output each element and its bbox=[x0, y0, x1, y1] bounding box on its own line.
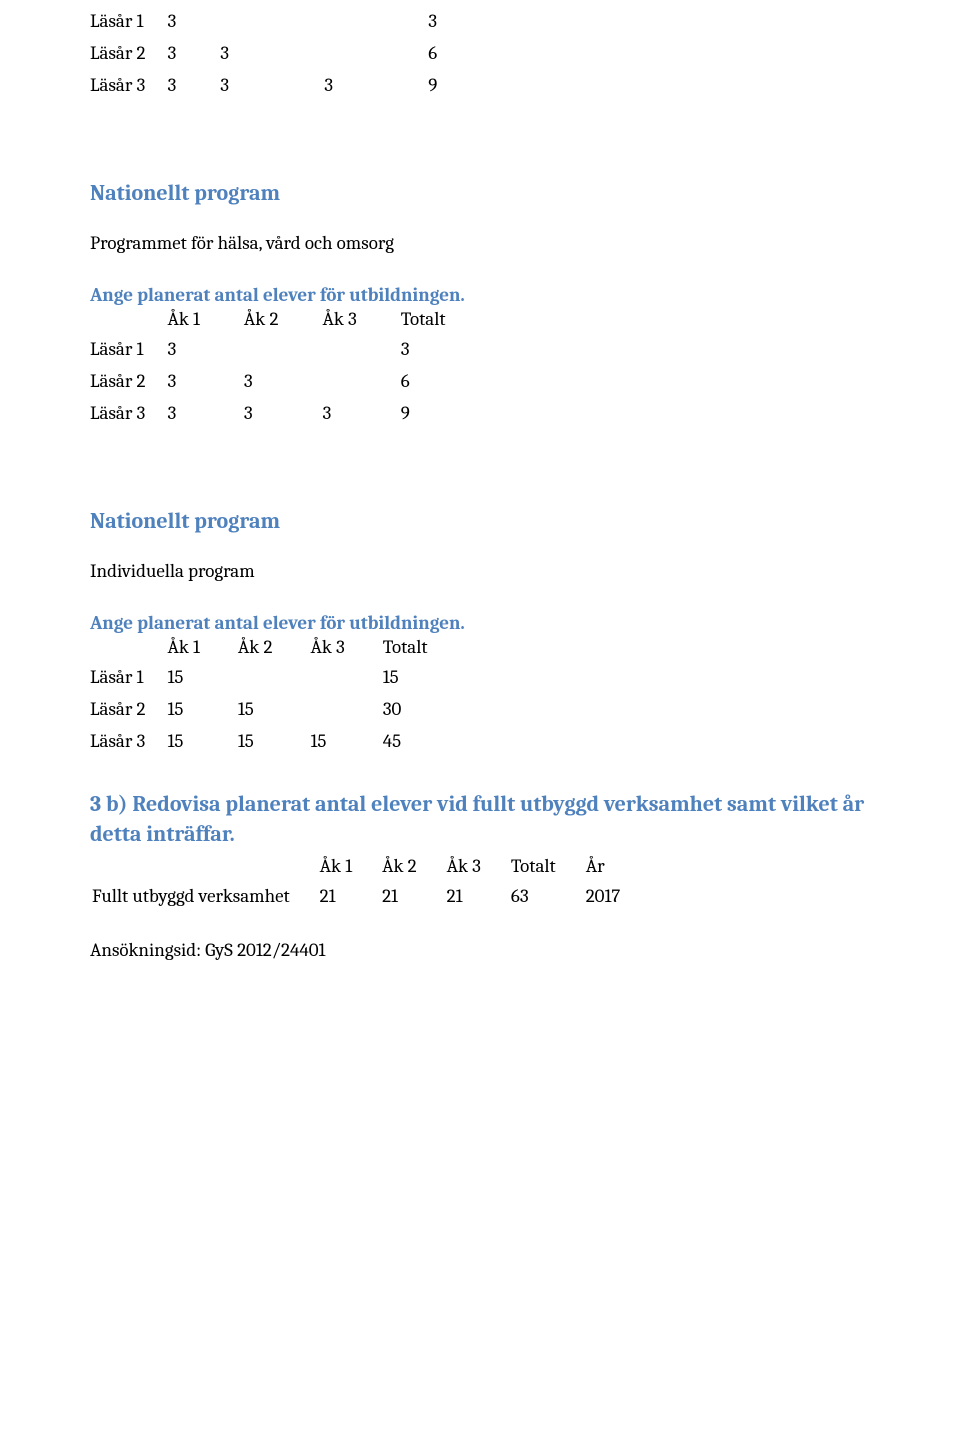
cell: 15 bbox=[238, 730, 311, 762]
row-label: Läsår 2 bbox=[90, 370, 168, 402]
header-cell: Åk 2 bbox=[382, 855, 445, 883]
header-cell bbox=[90, 636, 168, 666]
header-cell: Åk 1 bbox=[168, 636, 238, 666]
table-section-2: Åk 1 Åk 2 Åk 3 Totalt Läsår 1 15 15 Läså… bbox=[90, 636, 428, 762]
table-header-row: Åk 1 Åk 2 Åk 3 Totalt År bbox=[92, 855, 648, 883]
cell bbox=[322, 338, 400, 370]
cell: 3 bbox=[168, 10, 221, 42]
header-cell: Åk 1 bbox=[320, 855, 380, 883]
table-row: Fullt utbyggd verksamhet 21 21 21 63 201… bbox=[92, 885, 648, 913]
header-cell: År bbox=[586, 855, 649, 883]
row-label: Läsår 1 bbox=[90, 666, 168, 698]
cell: 3 bbox=[168, 370, 244, 402]
row-label: Läsår 3 bbox=[90, 730, 168, 762]
table-header-row: Åk 1 Åk 2 Åk 3 Totalt bbox=[90, 636, 428, 666]
header-cell: Totalt bbox=[383, 636, 428, 666]
cell: 21 bbox=[447, 885, 509, 913]
cell: 3 bbox=[244, 402, 323, 434]
cell: 9 bbox=[401, 402, 446, 434]
table-3b: Åk 1 Åk 2 Åk 3 Totalt År Fullt utbyggd v… bbox=[90, 853, 650, 915]
ange-line-1: Ange planerat antal elever för utbildnin… bbox=[90, 284, 870, 306]
table-row: Läsår 3 3 3 3 9 bbox=[90, 402, 446, 434]
header-cell: Åk 3 bbox=[447, 855, 509, 883]
heading-nationellt-1: Nationellt program bbox=[90, 180, 870, 206]
cell bbox=[310, 666, 382, 698]
cell bbox=[324, 10, 428, 42]
cell: 3 bbox=[324, 74, 428, 106]
cell: 3 bbox=[401, 338, 446, 370]
cell: 21 bbox=[382, 885, 445, 913]
table-top: Läsår 1 3 3 Läsår 2 3 3 6 Läsår 3 3 3 3 … bbox=[90, 10, 437, 106]
cell: 15 bbox=[168, 666, 238, 698]
header-cell bbox=[92, 855, 318, 883]
cell: 15 bbox=[383, 666, 428, 698]
cell: 3 bbox=[168, 74, 221, 106]
table-row: Läsår 1 3 3 bbox=[90, 10, 437, 42]
header-cell: Åk 3 bbox=[322, 308, 400, 338]
header-cell: Åk 1 bbox=[168, 308, 244, 338]
program-line-2: Individuella program bbox=[90, 560, 870, 582]
cell: 15 bbox=[238, 698, 311, 730]
cell: 3 bbox=[168, 402, 244, 434]
cell: 3 bbox=[428, 10, 437, 42]
cell: 3 bbox=[322, 402, 400, 434]
row-label: Läsår 3 bbox=[90, 74, 168, 106]
cell: 3 bbox=[168, 338, 244, 370]
cell: 9 bbox=[428, 74, 437, 106]
row-label: Fullt utbyggd verksamhet bbox=[92, 885, 318, 913]
header-cell: Åk 2 bbox=[238, 636, 311, 666]
cell: 21 bbox=[320, 885, 380, 913]
header-cell: Åk 3 bbox=[310, 636, 382, 666]
table-row: Läsår 3 3 3 3 9 bbox=[90, 74, 437, 106]
heading-3b: 3 b) Redovisa planerat antal elever vid … bbox=[90, 790, 870, 849]
row-label: Läsår 1 bbox=[90, 338, 168, 370]
row-label: Läsår 3 bbox=[90, 402, 168, 434]
cell: 15 bbox=[168, 730, 238, 762]
table-row: Läsår 2 3 3 6 bbox=[90, 370, 446, 402]
table-row: Läsår 1 3 3 bbox=[90, 338, 446, 370]
page: Läsår 1 3 3 Läsår 2 3 3 6 Läsår 3 3 3 3 … bbox=[0, 0, 960, 1001]
ange-line-2: Ange planerat antal elever för utbildnin… bbox=[90, 612, 870, 634]
cell: 3 bbox=[220, 42, 324, 74]
cell bbox=[220, 10, 324, 42]
table-row: Läsår 2 15 15 30 bbox=[90, 698, 428, 730]
heading-nationellt-2: Nationellt program bbox=[90, 508, 870, 534]
header-cell bbox=[90, 308, 168, 338]
row-label: Läsår 1 bbox=[90, 10, 168, 42]
cell bbox=[310, 698, 382, 730]
cell: 45 bbox=[383, 730, 428, 762]
table-section-1: Åk 1 Åk 2 Åk 3 Totalt Läsår 1 3 3 Läsår … bbox=[90, 308, 446, 434]
header-cell: Totalt bbox=[511, 855, 584, 883]
application-id: Ansökningsid: GyS 2012/24401 bbox=[90, 939, 870, 961]
table-row: Läsår 3 15 15 15 45 bbox=[90, 730, 428, 762]
cell: 2017 bbox=[586, 885, 649, 913]
header-cell: Totalt bbox=[401, 308, 446, 338]
cell bbox=[238, 666, 311, 698]
row-label: Läsår 2 bbox=[90, 698, 168, 730]
row-label: Läsår 2 bbox=[90, 42, 168, 74]
cell: 6 bbox=[401, 370, 446, 402]
cell bbox=[322, 370, 400, 402]
cell: 15 bbox=[168, 698, 238, 730]
table-row: Läsår 1 15 15 bbox=[90, 666, 428, 698]
cell: 30 bbox=[383, 698, 428, 730]
table-header-row: Åk 1 Åk 2 Åk 3 Totalt bbox=[90, 308, 446, 338]
header-cell: Åk 2 bbox=[244, 308, 323, 338]
cell: 3 bbox=[244, 370, 323, 402]
cell bbox=[324, 42, 428, 74]
cell: 3 bbox=[220, 74, 324, 106]
table-row: Läsår 2 3 3 6 bbox=[90, 42, 437, 74]
cell bbox=[244, 338, 323, 370]
program-line-1: Programmet för hälsa, vård och omsorg bbox=[90, 232, 870, 254]
cell: 6 bbox=[428, 42, 437, 74]
cell: 15 bbox=[310, 730, 382, 762]
cell: 3 bbox=[168, 42, 221, 74]
cell: 63 bbox=[511, 885, 584, 913]
